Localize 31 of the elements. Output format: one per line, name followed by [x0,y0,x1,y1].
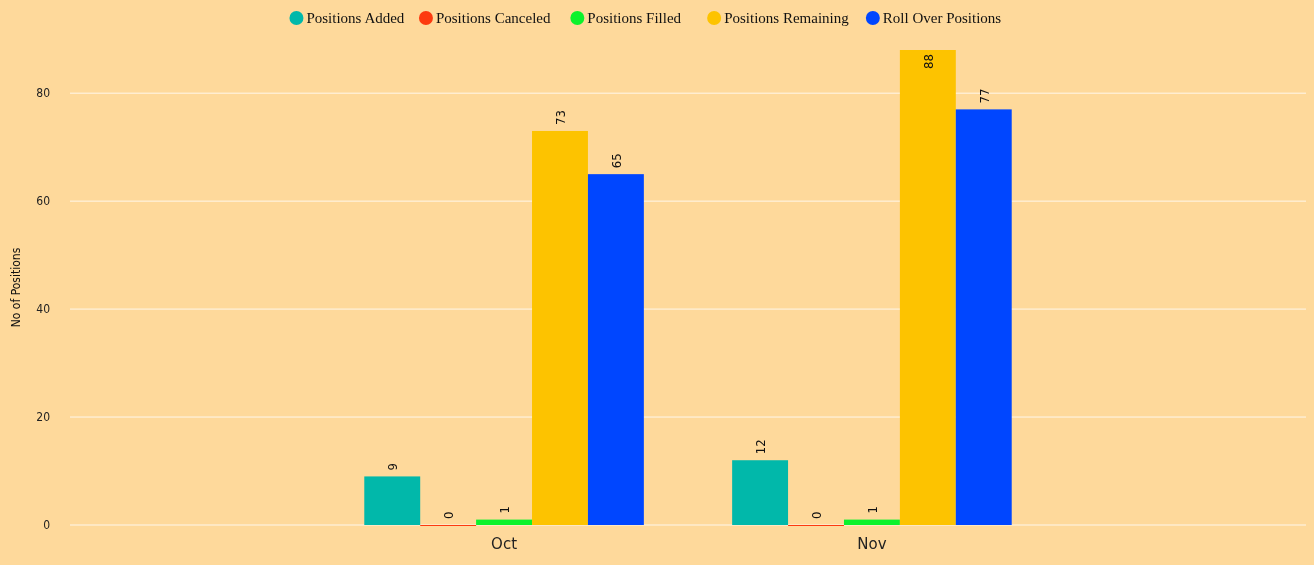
y-axis-title: No of Positions [9,247,23,328]
bar [899,50,956,525]
data-label: 0 [441,511,457,519]
data-label: 65 [608,153,624,169]
bar [955,109,1012,525]
x-tick-label: Nov [857,535,887,553]
data-label: 73 [552,110,568,125]
bar [587,174,644,525]
data-label: 1 [864,506,880,514]
data-label: 12 [753,439,769,455]
bar [532,130,588,525]
bar [364,476,421,525]
bar [843,519,900,525]
bar [732,460,789,525]
data-label: 88 [920,54,936,69]
y-tick-label: 0 [43,518,51,532]
y-tick-label: 20 [36,410,51,425]
legend-label: Positions Filled [587,10,682,26]
legend-label: Roll Over Positions [882,10,1002,26]
data-label: 9 [385,462,401,471]
legend-label: Positions Added [306,10,405,26]
data-label: 1 [497,506,513,514]
data-label: 77 [976,88,992,104]
legend-label: Positions Canceled [435,10,552,26]
y-tick-label: 40 [36,302,51,317]
y-tick-label: 80 [36,86,51,101]
bar [476,519,533,525]
data-label: 0 [809,511,825,519]
y-tick-label: 60 [36,194,51,209]
legend-label: Positions Remaining [724,10,850,26]
x-tick-label: Oct [491,535,518,553]
